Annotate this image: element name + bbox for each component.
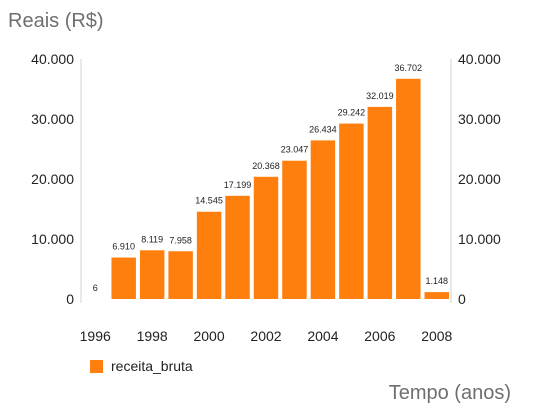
x-tick-label: 2004 bbox=[307, 328, 338, 344]
legend-label: receita_bruta bbox=[111, 358, 193, 374]
y-tick-label-right: 30.000 bbox=[458, 111, 501, 127]
y-tick-label-left: 20.000 bbox=[31, 171, 74, 187]
data-label: 20.368 bbox=[252, 161, 280, 171]
y-tick-label-left: 10.000 bbox=[31, 231, 74, 247]
data-label: 14.545 bbox=[195, 196, 223, 206]
x-tick-label: 2006 bbox=[364, 328, 395, 344]
data-label: 26.434 bbox=[309, 124, 337, 134]
x-axis-title: Tempo (anos) bbox=[388, 382, 511, 404]
legend[interactable]: receita_bruta bbox=[90, 358, 193, 374]
data-label: 6.910 bbox=[112, 242, 135, 252]
bar bbox=[424, 292, 450, 299]
x-tick-label: 1996 bbox=[80, 328, 111, 344]
data-label: 1.148 bbox=[426, 276, 449, 286]
x-tick-label: 2000 bbox=[193, 328, 224, 344]
y-tick-label-left: 40.000 bbox=[31, 51, 74, 67]
data-label: 17.199 bbox=[224, 180, 252, 190]
data-label: 6 bbox=[93, 283, 98, 293]
bar bbox=[310, 140, 336, 299]
y-tick-label-left: 30.000 bbox=[31, 111, 74, 127]
data-label: 32.019 bbox=[366, 91, 394, 101]
bar bbox=[367, 106, 393, 299]
y-tick-label-right: 10.000 bbox=[458, 231, 501, 247]
x-tick-label: 2002 bbox=[250, 328, 281, 344]
bar bbox=[111, 257, 136, 299]
x-tick-label: 2008 bbox=[421, 328, 452, 344]
y-tick-label-right: 40.000 bbox=[458, 51, 501, 67]
bar bbox=[196, 211, 222, 299]
bar bbox=[253, 176, 279, 299]
data-label: 36.702 bbox=[395, 63, 423, 73]
data-label: 8.119 bbox=[141, 234, 163, 244]
y-tick-label-left: 0 bbox=[66, 291, 74, 307]
legend-swatch bbox=[90, 359, 103, 373]
data-label: 23.047 bbox=[281, 145, 309, 155]
x-tick-label: 1998 bbox=[137, 328, 168, 344]
bar bbox=[225, 195, 250, 299]
y-tick-label-right: 0 bbox=[458, 291, 466, 307]
y-tick-label-right: 20.000 bbox=[458, 171, 501, 187]
bar bbox=[168, 251, 193, 299]
bar bbox=[139, 250, 165, 299]
y-axis-title: Reais (R$) bbox=[8, 10, 104, 32]
bar bbox=[396, 78, 421, 300]
data-label: 29.242 bbox=[338, 108, 366, 118]
bar bbox=[339, 123, 364, 299]
data-label: 7.958 bbox=[169, 235, 192, 245]
bar bbox=[282, 160, 307, 299]
